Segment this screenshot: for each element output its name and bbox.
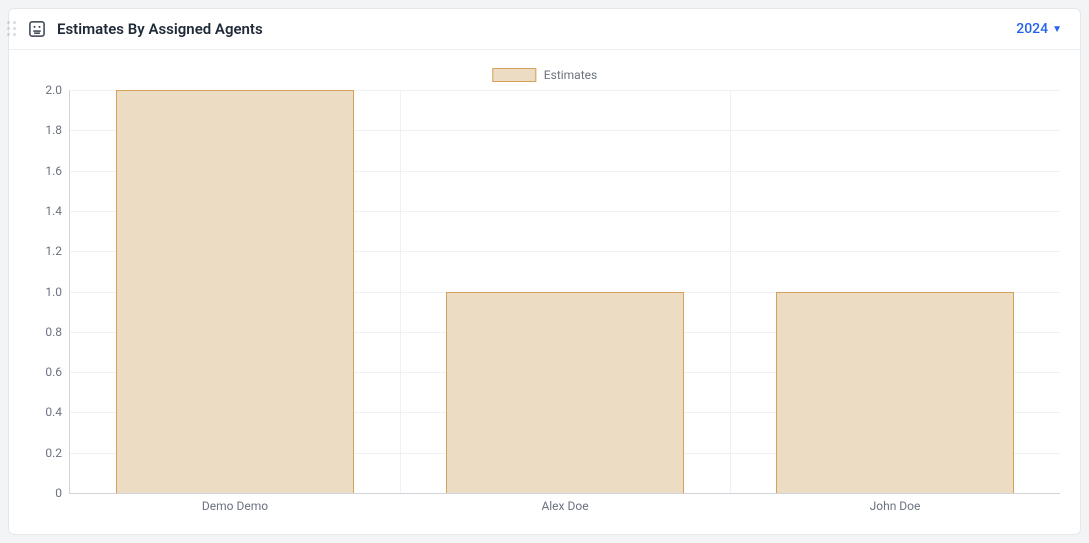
year-label: 2024	[1016, 21, 1048, 37]
y-tick-label: 1.2	[45, 244, 70, 258]
bar	[446, 292, 684, 494]
estimates-card: Estimates By Assigned Agents 2024 ▼ Esti…	[8, 8, 1081, 535]
chart-body: Estimates 00.20.40.60.81.01.21.41.61.82.…	[9, 50, 1080, 534]
y-tick-label: 0.4	[45, 405, 70, 419]
y-tick-label: 1.8	[45, 123, 70, 137]
chevron-down-icon: ▼	[1052, 24, 1062, 35]
card-title: Estimates By Assigned Agents	[57, 20, 263, 38]
card-header: Estimates By Assigned Agents 2024 ▼	[9, 9, 1080, 50]
y-tick-label: 2.0	[45, 83, 70, 97]
gridline-v	[400, 90, 401, 493]
year-picker[interactable]: 2024 ▼	[1016, 21, 1062, 37]
legend-swatch	[492, 68, 536, 82]
x-tick-label: Demo Demo	[202, 493, 268, 513]
y-tick-label: 0.8	[45, 325, 70, 339]
y-tick-label: 1.6	[45, 164, 70, 178]
x-tick-label: Alex Doe	[541, 493, 588, 513]
legend-label: Estimates	[544, 68, 597, 82]
legend: Estimates	[492, 68, 597, 82]
plot-wrap: 00.20.40.60.81.01.21.41.61.82.0Demo Demo…	[69, 90, 1060, 494]
bar	[116, 90, 354, 493]
bar	[776, 292, 1014, 494]
y-tick-label: 0.2	[45, 446, 70, 460]
title-wrap: Estimates By Assigned Agents	[27, 19, 263, 39]
y-tick-label: 1.0	[45, 285, 70, 299]
y-tick-label: 0.6	[45, 365, 70, 379]
estimates-icon	[27, 19, 47, 39]
drag-handle-icon[interactable]	[7, 21, 19, 39]
y-tick-label: 0	[55, 486, 70, 500]
plot-area: 00.20.40.60.81.01.21.41.61.82.0Demo Demo…	[69, 90, 1060, 494]
y-tick-label: 1.4	[45, 204, 70, 218]
x-tick-label: John Doe	[870, 493, 921, 513]
gridline-v	[730, 90, 731, 493]
